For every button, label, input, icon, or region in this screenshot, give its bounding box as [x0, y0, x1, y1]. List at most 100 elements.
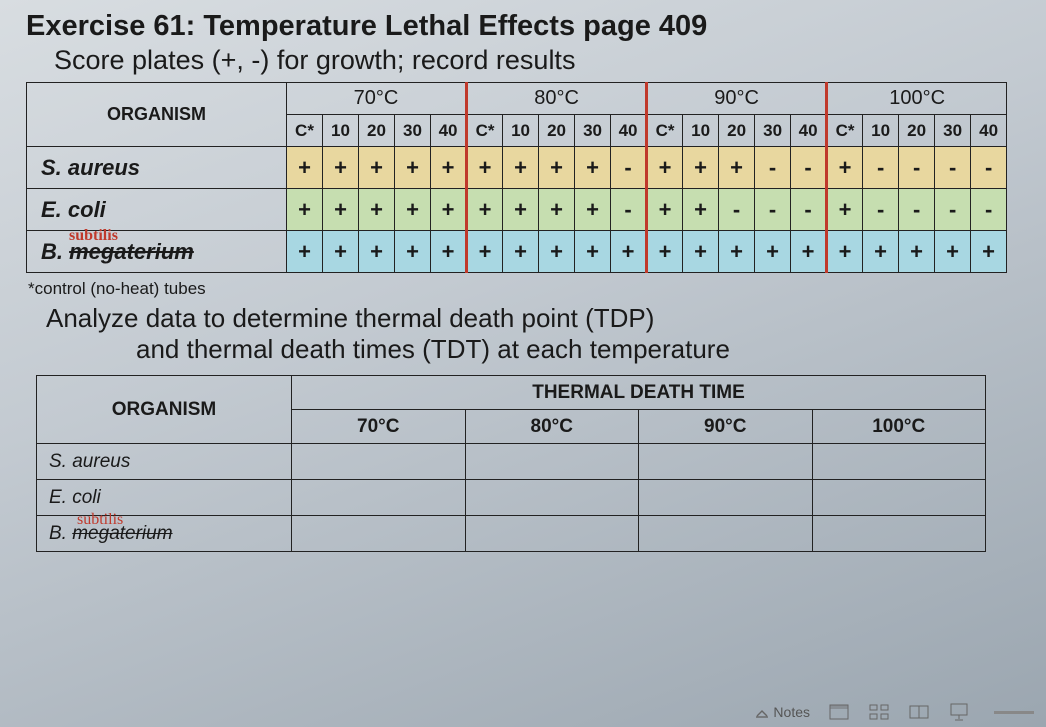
score-cell: +: [539, 231, 575, 273]
score-cell: +: [323, 147, 359, 189]
score-cell: +: [935, 231, 971, 273]
organism-cell: E. coli: [37, 480, 292, 516]
score-cell: +: [323, 189, 359, 231]
score-cell: +: [287, 231, 323, 273]
temp-col: 80°C: [465, 410, 639, 444]
time-sub-header: 20: [359, 115, 395, 147]
time-sub-header: 10: [683, 115, 719, 147]
time-sub-header: 30: [395, 115, 431, 147]
score-cell: +: [755, 231, 791, 273]
score-cell: +: [467, 231, 503, 273]
time-sub-header: 40: [791, 115, 827, 147]
score-cell: -: [935, 147, 971, 189]
time-sub-header: C*: [827, 115, 863, 147]
tdt-cell: [639, 516, 813, 552]
growth-score-table: ORGANISM 70°C 80°C 90°C 100°C C*10203040…: [26, 82, 1007, 273]
score-cell: +: [539, 189, 575, 231]
score-cell: -: [755, 147, 791, 189]
slideshow-icon[interactable]: [948, 703, 970, 721]
score-cell: +: [827, 147, 863, 189]
table-row: E. coli+++++++++-++---+----: [27, 189, 1007, 231]
score-cell: +: [827, 231, 863, 273]
score-cell: -: [863, 189, 899, 231]
organism-cell: B. megateriumsubtilis: [37, 516, 292, 552]
score-cell: +: [683, 147, 719, 189]
score-cell: +: [899, 231, 935, 273]
table-row: S. aureus+++++++++-+++--+----: [27, 147, 1007, 189]
score-cell: +: [575, 189, 611, 231]
temp-col: 90°C: [639, 410, 813, 444]
organism-header: ORGANISM: [27, 83, 287, 147]
tdt-cell: [465, 444, 639, 480]
time-sub-header: 10: [863, 115, 899, 147]
score-cell: -: [863, 147, 899, 189]
tdt-cell: [292, 516, 466, 552]
handwritten-correction: subtilis: [77, 511, 123, 529]
temp-header: 70°C: [287, 83, 467, 115]
score-cell: +: [287, 147, 323, 189]
score-cell: -: [791, 147, 827, 189]
time-sub-header: C*: [287, 115, 323, 147]
time-sub-header: 40: [431, 115, 467, 147]
time-sub-header: 20: [899, 115, 935, 147]
score-cell: +: [431, 147, 467, 189]
time-sub-header: 40: [971, 115, 1007, 147]
score-cell: -: [971, 147, 1007, 189]
time-sub-header: 30: [575, 115, 611, 147]
organism-cell: S. aureus: [37, 444, 292, 480]
tdt-cell: [812, 444, 986, 480]
notes-label: Notes: [773, 704, 810, 720]
tdt-cell: [465, 516, 639, 552]
analyze-line-2: and thermal death times (TDT) at each te…: [136, 334, 1020, 365]
score-cell: -: [971, 189, 1007, 231]
score-cell: +: [503, 147, 539, 189]
score-cell: +: [395, 189, 431, 231]
score-cell: +: [647, 231, 683, 273]
notes-icon: [755, 706, 769, 718]
slide-sorter-icon[interactable]: [868, 703, 890, 721]
temp-header: 100°C: [827, 83, 1007, 115]
score-cell: +: [287, 189, 323, 231]
table-row: B. megateriumsubtilis: [37, 516, 986, 552]
score-cell: +: [395, 147, 431, 189]
tdt-cell: [812, 516, 986, 552]
score-cell: -: [611, 147, 647, 189]
time-sub-header: 30: [935, 115, 971, 147]
organism-cell: B. megateriumsubtilis: [27, 231, 287, 273]
score-cell: -: [935, 189, 971, 231]
organism-cell: E. coli: [27, 189, 287, 231]
score-cell: +: [503, 231, 539, 273]
zoom-slider[interactable]: [994, 711, 1034, 714]
score-cell: -: [611, 189, 647, 231]
tdt-cell: [639, 444, 813, 480]
tdt-cell: [292, 480, 466, 516]
time-sub-header: 10: [323, 115, 359, 147]
score-cell: +: [647, 147, 683, 189]
score-cell: +: [503, 189, 539, 231]
temp-header: 80°C: [467, 83, 647, 115]
score-cell: +: [611, 231, 647, 273]
notes-button[interactable]: Notes: [755, 704, 810, 720]
tdt-cell: [812, 480, 986, 516]
score-cell: +: [323, 231, 359, 273]
tdt-table: ORGANISM THERMAL DEATH TIME 70°C 80°C 90…: [36, 375, 986, 552]
table-row: E. coli: [37, 480, 986, 516]
normal-view-icon[interactable]: [828, 703, 850, 721]
score-cell: +: [863, 231, 899, 273]
score-cell: +: [467, 189, 503, 231]
handwritten-correction: subtilis: [69, 227, 118, 245]
tdt-cell: [465, 480, 639, 516]
reading-view-icon[interactable]: [908, 703, 930, 721]
score-cell: +: [395, 231, 431, 273]
tdt-header: THERMAL DEATH TIME: [292, 376, 986, 410]
score-cell: +: [467, 147, 503, 189]
time-sub-header: C*: [647, 115, 683, 147]
bottom-toolbar: Notes: [755, 703, 1034, 721]
time-sub-header: 40: [611, 115, 647, 147]
score-cell: +: [539, 147, 575, 189]
score-cell: +: [359, 147, 395, 189]
score-cell: -: [791, 189, 827, 231]
score-cell: +: [971, 231, 1007, 273]
page-title: Exercise 61: Temperature Lethal Effects …: [26, 10, 1020, 43]
table-row: S. aureus: [37, 444, 986, 480]
